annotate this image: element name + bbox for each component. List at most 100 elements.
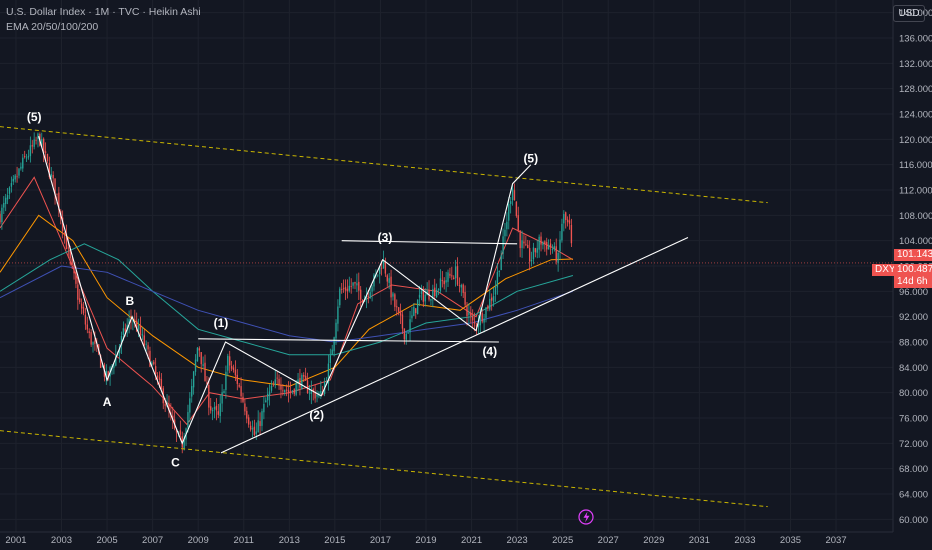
time-tick-label: 2003 xyxy=(51,535,72,546)
candle-body xyxy=(306,380,309,393)
candle-body xyxy=(31,145,33,147)
candle-body xyxy=(432,288,434,299)
candle-body xyxy=(291,390,294,392)
candle-body xyxy=(483,318,485,323)
lightning-icon[interactable] xyxy=(578,509,594,525)
time-tick-label: 2035 xyxy=(780,535,801,546)
flat-line-wave3[interactable] xyxy=(341,240,518,245)
candle-body xyxy=(458,285,461,286)
candle-body xyxy=(56,193,58,195)
candle-body xyxy=(268,391,271,396)
candle-body xyxy=(194,359,197,372)
wave-label: B xyxy=(126,294,135,308)
candle-body xyxy=(373,274,375,287)
candle-body xyxy=(52,174,54,179)
candle-body xyxy=(519,230,521,249)
legend-indicators: EMA 20/50/100/200 xyxy=(6,21,99,33)
candle-body xyxy=(346,288,349,292)
wave-path[interactable] xyxy=(38,136,532,445)
candle-body xyxy=(416,299,419,315)
candle-body xyxy=(211,410,214,412)
candle-body xyxy=(206,382,208,384)
candle-body xyxy=(18,168,20,176)
candle-body xyxy=(69,248,71,259)
rising-trendline[interactable] xyxy=(220,237,689,454)
upper-channel[interactable] xyxy=(0,126,768,204)
candle-body xyxy=(500,255,502,271)
candle-body xyxy=(481,312,483,322)
candle-body xyxy=(365,295,368,300)
candle-body xyxy=(356,283,358,286)
candle-body xyxy=(141,334,144,336)
candle-body xyxy=(27,155,30,158)
candle-body xyxy=(153,361,155,365)
candle-body xyxy=(405,333,407,340)
candle-body xyxy=(196,347,199,362)
candle-body xyxy=(285,389,288,391)
candle-body xyxy=(536,248,538,253)
candle-body xyxy=(251,428,254,430)
candle-body xyxy=(369,292,371,299)
price-tick-label: 76.000 xyxy=(899,414,928,425)
candle-body xyxy=(527,244,529,248)
candle-body xyxy=(530,259,533,262)
price-tick-label: 88.000 xyxy=(899,338,928,349)
candle-body xyxy=(37,133,39,140)
candle-body xyxy=(82,306,85,314)
candle-body xyxy=(521,240,523,248)
candle-body xyxy=(1,207,3,223)
candle-body xyxy=(559,239,561,252)
currency-button[interactable]: USD xyxy=(893,5,925,22)
candle-body xyxy=(234,369,237,376)
candle-body xyxy=(380,267,383,269)
candle-body xyxy=(20,166,22,169)
candle-body xyxy=(489,298,491,310)
candle-body xyxy=(236,374,238,384)
wave-label: C xyxy=(171,455,180,469)
candle-body xyxy=(382,260,385,269)
candle-body xyxy=(5,197,7,204)
candle-body xyxy=(551,249,554,250)
ema-lines xyxy=(0,176,574,426)
candle-body xyxy=(272,385,275,387)
candle-body xyxy=(568,220,571,224)
candle-body xyxy=(156,375,159,378)
candle-body xyxy=(73,264,75,274)
time-tick-label: 2023 xyxy=(507,535,528,546)
candle-body xyxy=(314,392,316,399)
candle-body xyxy=(401,314,404,329)
candle-body xyxy=(113,365,115,368)
candle-body xyxy=(439,278,442,291)
time-axis[interactable]: 2001 2003 2005 2007 2009 2011 2013 2015 2017 2019… xyxy=(0,531,893,546)
candle-body xyxy=(348,285,350,291)
candle-body xyxy=(424,294,426,302)
price-tick-label: 136.000 xyxy=(899,34,932,45)
candle-body xyxy=(61,217,64,232)
candle-body xyxy=(29,145,32,157)
lower-channel[interactable] xyxy=(0,430,768,508)
candle-body xyxy=(92,342,94,345)
candle-body xyxy=(304,375,307,381)
candle-body xyxy=(308,392,311,394)
candle-body xyxy=(90,332,92,345)
candle-body xyxy=(549,243,552,248)
candle-body xyxy=(115,354,117,366)
time-tick-label: 2015 xyxy=(324,535,345,546)
candle-body xyxy=(422,290,425,302)
candle-body xyxy=(10,183,13,187)
candle-body xyxy=(508,204,510,221)
candle-body xyxy=(65,233,68,249)
candle-body xyxy=(299,378,301,388)
candle-body xyxy=(331,349,333,355)
candle-body xyxy=(538,236,540,250)
candle-body xyxy=(134,319,136,321)
candle-body xyxy=(105,371,107,378)
flat-line-wave1[interactable] xyxy=(198,338,499,343)
price-tick-label: 64.000 xyxy=(899,490,928,501)
candle-body xyxy=(511,188,514,201)
candle-body xyxy=(441,280,444,282)
ema-line xyxy=(0,265,574,343)
candle-body xyxy=(79,298,81,303)
candle-body xyxy=(445,280,447,283)
